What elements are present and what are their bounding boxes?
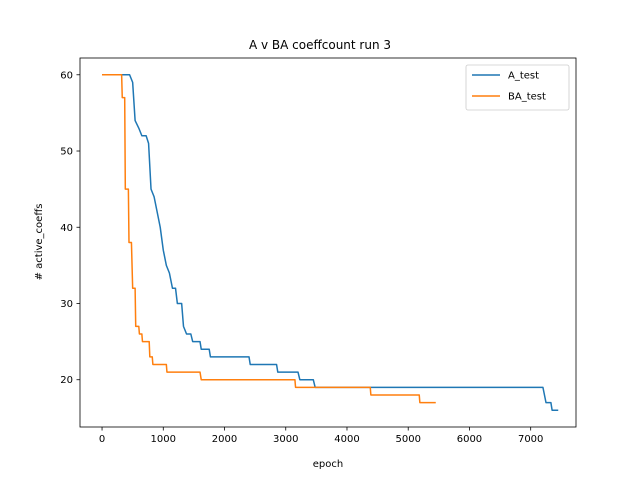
plot-area [79, 57, 577, 428]
x-tick-label: 3000 [273, 434, 298, 445]
y-axis-ticks: 20 30 40 50 60 [60, 70, 80, 386]
legend-label-ba-test: BA_test [508, 92, 546, 103]
y-tick-label: 50 [60, 147, 73, 158]
series-line-ba-test [102, 74, 436, 404]
x-tick-label: 1000 [151, 434, 176, 445]
y-tick-label: 30 [60, 299, 73, 310]
y-tick-label: 20 [60, 375, 73, 386]
x-tick-label: 0 [99, 434, 105, 445]
y-tick-label: 60 [60, 70, 73, 81]
x-axis-ticks: 0 1000 2000 3000 4000 5000 6000 7000 [99, 427, 543, 445]
chart-title: A v BA coeffcount run 3 [249, 38, 391, 52]
x-tick-label: 2000 [212, 434, 237, 445]
legend-box [465, 64, 570, 111]
x-tick-label: 7000 [518, 434, 543, 445]
axes-frame [79, 57, 577, 428]
x-tick-label: 4000 [334, 434, 359, 445]
legend-label-a-test: A_test [508, 71, 539, 82]
series-line-a-test [102, 74, 559, 411]
y-axis-label: # active_coeffs [34, 204, 45, 281]
x-axis-label: epoch [313, 459, 343, 470]
x-tick-label: 5000 [395, 434, 420, 445]
x-tick-label: 6000 [457, 434, 482, 445]
y-tick-label: 40 [60, 223, 73, 234]
legend: A_test BA_test [465, 64, 570, 111]
